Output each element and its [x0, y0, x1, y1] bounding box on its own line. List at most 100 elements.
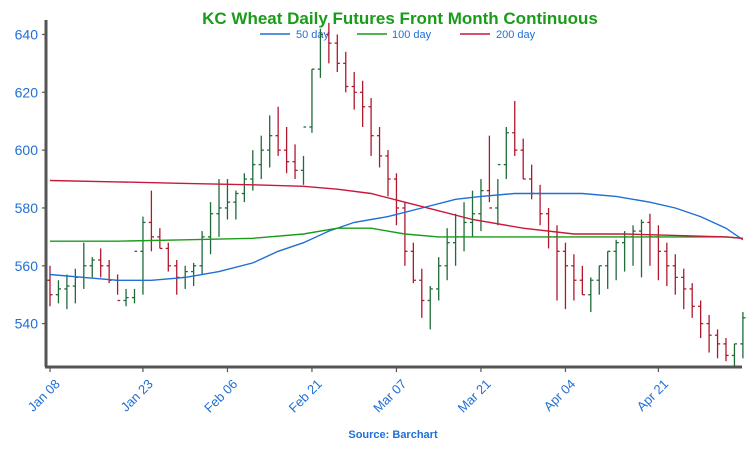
x-tick-label: Feb 06 [201, 376, 240, 415]
ohlc-bar [360, 80, 366, 127]
ohlc-bar [520, 138, 526, 180]
ohlc-bar [605, 250, 611, 289]
ohlc-bar [731, 343, 738, 367]
ohlc-bar [207, 202, 214, 255]
chart-title: KC Wheat Daily Futures Front Month Conti… [202, 9, 598, 28]
ohlc-bar [427, 286, 433, 330]
legend-label-50-day: 50 day [296, 29, 330, 41]
ohlc-bar [89, 257, 95, 278]
legend-label-100-day: 100 day [392, 29, 432, 41]
x-axis-ticks: Jan 08 Jan 23 Feb 06 Feb 21 Mar 07 Mar 21 Apr … [25, 367, 672, 416]
ohlc-bar [385, 150, 391, 197]
x-tick-label: Mar 21 [455, 376, 494, 415]
ohlc-bar [47, 265, 53, 307]
y-tick-label: 620 [15, 84, 39, 100]
ohlc-bar [723, 338, 729, 362]
ohlc-bar [664, 242, 670, 287]
ohlc-bar [444, 228, 450, 281]
ohlc-bar [613, 239, 619, 281]
ohlc-bar [250, 150, 256, 191]
series-line-200-day [49, 179, 743, 239]
ohlc-bar [368, 98, 374, 156]
y-tick-label: 560 [15, 258, 39, 274]
ohlc-bar [123, 288, 129, 307]
source-note: Source: Barchart [348, 429, 438, 441]
y-tick-label: 640 [15, 26, 39, 42]
ohlc-bar [343, 51, 349, 93]
ohlc-bar [596, 265, 602, 295]
ohlc-bar [579, 265, 585, 296]
ohlc-bar [714, 329, 721, 359]
ohlc-bar [267, 115, 273, 168]
y-axis-ticks: 540 560 580 600 620 640 [15, 26, 46, 332]
ohlc-bar [334, 34, 340, 73]
ohlc-bar [461, 202, 467, 252]
ohlc-bar [241, 173, 247, 203]
ohlc-bar [351, 72, 357, 110]
legend-label-200-day: 200 day [496, 29, 536, 41]
ohlc-bar [284, 126, 290, 174]
ohlc-bar [655, 225, 661, 281]
ohlc-bar [64, 274, 70, 310]
ohlc-bar [562, 242, 569, 310]
legend: 50 day 100 day 200 day [260, 29, 536, 41]
ohlc-bar [545, 207, 552, 249]
ohlc-bar [486, 135, 492, 209]
y-tick-label: 580 [15, 200, 39, 216]
x-tick-label: Apr 21 [634, 376, 672, 414]
ohlc-bar [148, 190, 154, 252]
ohlc-bar [410, 242, 416, 284]
ohlc-bar [165, 242, 171, 272]
ohlc-bar [638, 219, 645, 278]
ohlc-bar [140, 216, 146, 295]
ohlc-bar [393, 173, 400, 226]
x-tick-label: Jan 08 [25, 376, 63, 414]
ohlc-bar [740, 312, 746, 359]
ohlc-bar [630, 225, 636, 266]
ohlc-bar [224, 179, 231, 220]
ohlc-bar [588, 277, 594, 313]
ohlc-bar [216, 179, 222, 237]
ohlc-bar [115, 274, 121, 302]
ohlc-bar [191, 262, 197, 287]
ohlc-bar [55, 280, 62, 304]
series-line-50-day [49, 192, 744, 281]
ohlc-bar [317, 28, 323, 78]
x-tick-label: Apr 04 [541, 376, 579, 414]
ohlc-bar [503, 126, 509, 180]
series-line-100-day [50, 227, 743, 242]
ohlc-bar [275, 106, 281, 156]
ohlc-bar [698, 300, 704, 339]
ohlc-bar [300, 126, 307, 185]
ohlc-bar [292, 144, 298, 180]
ohlc-bar [681, 268, 687, 310]
ohlc-bar [376, 126, 383, 168]
ohlc-bar [98, 248, 104, 278]
ohlc-bar [258, 135, 264, 180]
y-tick-label: 540 [15, 316, 39, 332]
x-tick-label: Jan 23 [118, 376, 156, 414]
ohlc-bar [478, 179, 484, 232]
ohlc-bar [199, 231, 205, 275]
ohlc-bar [436, 257, 442, 301]
ohlc-bar [309, 68, 315, 133]
ohlc-bar [537, 184, 543, 226]
ohlc-bar [233, 190, 239, 220]
ohlc-bar [326, 22, 332, 64]
ohlc-bar [571, 254, 577, 301]
ohlc-bar [81, 242, 87, 289]
ohlc-bar [689, 283, 695, 318]
ohlc-bar [672, 254, 678, 295]
ohlc-bar [706, 314, 712, 353]
ohlc-bar [72, 268, 78, 304]
moving-average-lines [49, 179, 744, 281]
x-tick-label: Feb 21 [286, 376, 325, 415]
price-bars [47, 22, 746, 367]
x-tick-label: Mar 07 [370, 376, 409, 415]
ohlc-bar [157, 228, 163, 250]
ohlc-bar [495, 163, 501, 226]
ohlc-bar [469, 190, 476, 237]
ohlc-bar [647, 213, 653, 266]
ohlc-bar [419, 268, 425, 318]
